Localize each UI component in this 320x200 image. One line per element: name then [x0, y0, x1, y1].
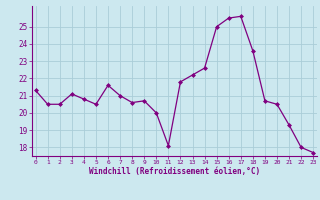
X-axis label: Windchill (Refroidissement éolien,°C): Windchill (Refroidissement éolien,°C) — [89, 167, 260, 176]
